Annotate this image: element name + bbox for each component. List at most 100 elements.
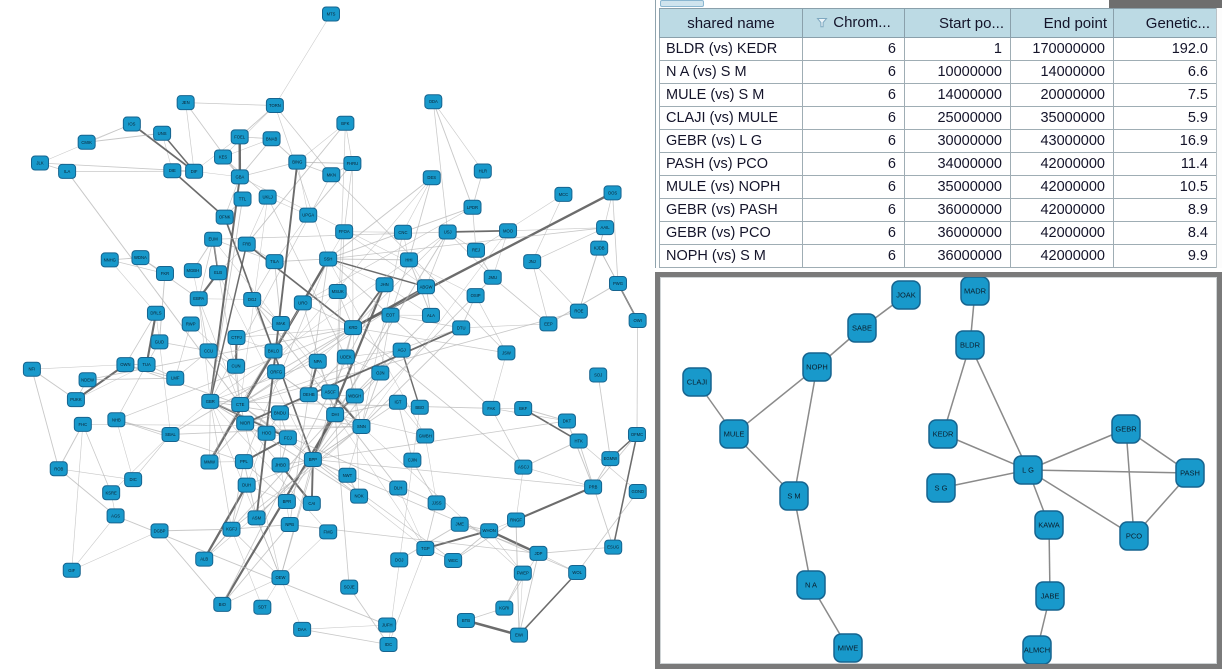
graph-node[interactable]: JOAK: [891, 280, 921, 310]
graph-node[interactable]: OFMC: [627, 426, 646, 442]
graph-node[interactable]: DRLS: [146, 305, 165, 321]
graph-node[interactable]: FOEL: [230, 129, 249, 145]
graph-node[interactable]: HOO: [257, 425, 276, 441]
table-row[interactable]: PASH (vs) PCO 6 34000000 42000000 11.4: [659, 152, 1217, 176]
table-cell[interactable]: 16.9: [1113, 129, 1217, 153]
table-cell[interactable]: 6: [802, 106, 905, 130]
graph-node[interactable]: BBO: [410, 399, 429, 415]
table-cell[interactable]: 9.9: [1113, 244, 1217, 268]
table-vertical-scrollbar[interactable]: [1216, 8, 1222, 268]
table-cell[interactable]: 6: [802, 221, 905, 245]
table-cell[interactable]: N A (vs) S M: [659, 60, 803, 84]
graph-node[interactable]: MKN: [322, 167, 341, 183]
graph-node[interactable]: ASCJ: [514, 459, 533, 475]
graph-node[interactable]: CAI: [302, 495, 321, 511]
graph-node[interactable]: BPP: [303, 451, 322, 467]
graph-node[interactable]: USJ: [438, 224, 457, 240]
graph-node[interactable]: GBR: [201, 393, 220, 409]
table-cell[interactable]: 34000000: [904, 152, 1011, 176]
graph-node[interactable]: FWEP: [513, 565, 532, 581]
graph-node[interactable]: CNC: [393, 224, 412, 240]
graph-node[interactable]: OWN: [116, 357, 135, 373]
column-header-genetic[interactable]: Genetic...: [1113, 8, 1217, 38]
graph-node[interactable]: SSH: [319, 251, 338, 267]
table-row[interactable]: GEBR (vs) L G 6 30000000 43000000 16.9: [659, 129, 1217, 153]
table-cell[interactable]: 10.5: [1113, 175, 1217, 199]
graph-node[interactable]: JUFH: [378, 617, 397, 633]
graph-node[interactable]: MSUK: [328, 284, 347, 300]
graph-edge[interactable]: [1027, 469, 1135, 537]
table-cell[interactable]: 42000000: [1010, 175, 1114, 199]
graph-node[interactable]: ASM: [247, 510, 266, 526]
graph-node[interactable]: MMW: [200, 454, 219, 470]
graph-node[interactable]: DIE: [163, 163, 182, 179]
table-horizontal-scrollbar[interactable]: [659, 0, 1222, 8]
table-cell[interactable]: 6: [802, 198, 905, 222]
table-row[interactable]: GEBR (vs) PCO 6 36000000 42000000 8.4: [659, 221, 1217, 245]
graph-node[interactable]: EOT: [381, 307, 400, 323]
graph-node[interactable]: IDC: [379, 637, 398, 653]
table-cell[interactable]: 1: [904, 37, 1011, 61]
table-cell[interactable]: 6: [802, 60, 905, 84]
graph-node[interactable]: IOS: [122, 116, 141, 132]
large-network-canvas[interactable]: MTS JLK ASCF WBGH EUM JMU ELB URO BNAB RWP DAA ILA D…: [0, 0, 655, 669]
graph-node[interactable]: JHBO: [271, 457, 290, 473]
table-cell[interactable]: 11.4: [1113, 152, 1217, 176]
graph-node[interactable]: UKLJ: [258, 189, 277, 205]
graph-node[interactable]: EBPA: [189, 291, 208, 307]
graph-node[interactable]: OEW: [271, 570, 290, 586]
graph-node[interactable]: FHRU: [343, 156, 362, 172]
graph-node[interactable]: KEDR: [928, 419, 958, 449]
graph-node[interactable]: AGJ: [392, 342, 411, 358]
graph-edge[interactable]: [969, 344, 1029, 471]
table-row[interactable]: GEBR (vs) PASH 6 36000000 42000000 8.9: [659, 198, 1217, 222]
table-cell[interactable]: 25000000: [904, 106, 1011, 130]
table-cell[interactable]: PASH (vs) PCO: [659, 152, 803, 176]
graph-node[interactable]: S M: [779, 481, 809, 511]
graph-node[interactable]: TTL: [233, 191, 252, 207]
table-cell[interactable]: 5.9: [1113, 106, 1217, 130]
table-cell[interactable]: 43000000: [1010, 129, 1114, 153]
graph-node[interactable]: CUN: [227, 358, 246, 374]
table-cell[interactable]: 36000000: [904, 221, 1011, 245]
graph-node[interactable]: GBA: [230, 169, 249, 185]
graph-node[interactable]: MADR: [960, 277, 990, 306]
table-row[interactable]: BLDR (vs) KEDR 6 1 170000000 192.0: [659, 37, 1217, 61]
graph-node[interactable]: BPR: [277, 494, 296, 510]
table-row[interactable]: N A (vs) S M 6 10000000 14000000 6.6: [659, 60, 1217, 84]
column-header-chromosome[interactable]: Chrom...: [802, 8, 905, 38]
filter-icon[interactable]: [816, 15, 828, 32]
graph-node[interactable]: OEHB: [299, 387, 318, 403]
graph-node[interactable]: SDT: [253, 599, 272, 615]
graph-node[interactable]: TGP: [416, 540, 435, 556]
graph-node[interactable]: MCC: [554, 186, 573, 202]
graph-node[interactable]: CTE: [231, 397, 250, 413]
graph-node[interactable]: KES: [214, 149, 233, 165]
table-cell[interactable]: 192.0: [1113, 37, 1217, 61]
graph-node[interactable]: DGJ: [243, 291, 262, 307]
graph-node[interactable]: MOO: [499, 223, 518, 239]
graph-node[interactable]: TORN: [265, 97, 284, 113]
graph-node[interactable]: NPA: [308, 353, 327, 369]
graph-node[interactable]: ABGW: [417, 279, 436, 295]
graph-node[interactable]: DGBP: [150, 523, 169, 539]
table-cell[interactable]: 36000000: [904, 244, 1011, 268]
graph-node[interactable]: PPL: [234, 454, 253, 470]
graph-node[interactable]: KGRI: [495, 600, 514, 616]
table-cell[interactable]: 8.9: [1113, 198, 1217, 222]
graph-node[interactable]: FMG: [319, 524, 338, 540]
graph-node[interactable]: JMU: [483, 269, 502, 285]
table-cell[interactable]: GEBR (vs) PCO: [659, 221, 803, 245]
graph-node[interactable]: FAK: [482, 400, 501, 416]
graph-node[interactable]: OWI: [628, 313, 647, 329]
graph-node[interactable]: FKR: [155, 266, 174, 282]
graph-node[interactable]: MAK: [271, 316, 290, 332]
column-header-shared-name[interactable]: shared name: [659, 8, 803, 38]
graph-node[interactable]: ALB: [195, 551, 214, 567]
table-row[interactable]: MULE (vs) NOPH 6 35000000 42000000 10.5: [659, 175, 1217, 199]
table-cell[interactable]: 42000000: [1010, 244, 1114, 268]
graph-node[interactable]: SOJ: [589, 367, 608, 383]
graph-node[interactable]: KSRE: [102, 485, 121, 501]
graph-node[interactable]: TILA: [265, 254, 284, 270]
graph-node[interactable]: URO: [293, 295, 312, 311]
